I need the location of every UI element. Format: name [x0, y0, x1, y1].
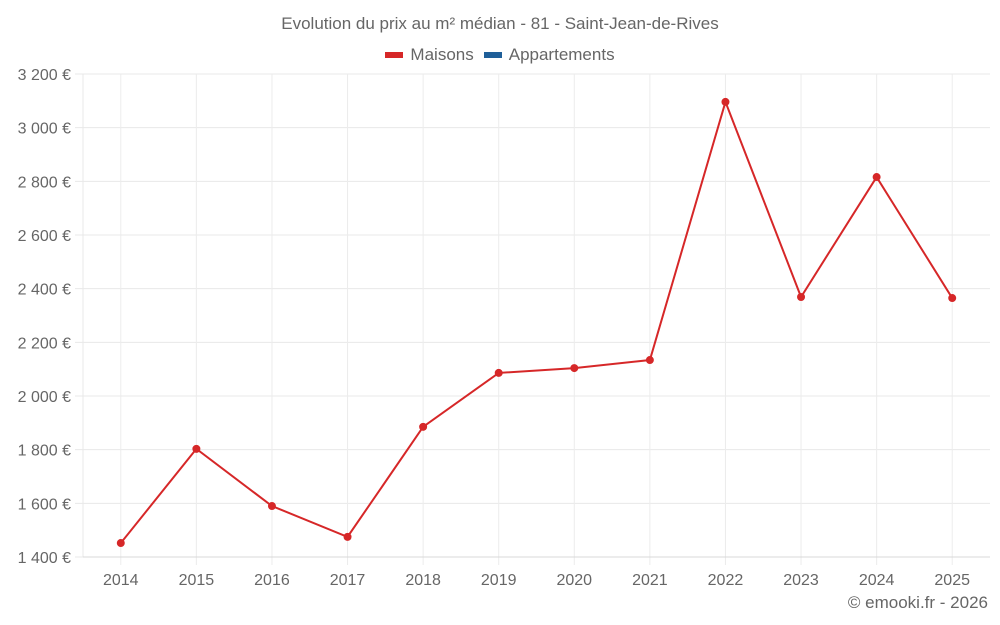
data-point[interactable]	[570, 364, 579, 373]
x-tick-label: 2016	[254, 572, 290, 589]
legend: Maisons Appartements	[0, 45, 1000, 65]
data-point[interactable]	[948, 294, 957, 303]
data-point[interactable]	[343, 532, 352, 541]
y-tick-label: 2 200 €	[18, 335, 71, 352]
x-tick-label: 2020	[556, 572, 592, 589]
data-point[interactable]	[267, 502, 276, 511]
y-tick-label: 3 200 €	[18, 67, 71, 84]
legend-swatch-maisons	[385, 52, 404, 58]
data-point[interactable]	[192, 444, 201, 453]
data-point[interactable]	[116, 539, 125, 548]
data-point[interactable]	[419, 422, 428, 431]
data-point[interactable]	[721, 97, 730, 106]
data-point[interactable]	[797, 292, 806, 301]
chart-title: Evolution du prix au m² médian - 81 - Sa…	[281, 14, 719, 33]
copyright-credit: © emooki.fr - 2026	[847, 593, 988, 612]
data-point[interactable]	[645, 356, 654, 365]
x-tick-label: 2021	[632, 572, 668, 589]
data-point[interactable]	[872, 173, 881, 182]
y-tick-label: 3 000 €	[18, 121, 71, 138]
y-tick-label: 2 000 €	[18, 389, 71, 406]
legend-item-appartements[interactable]: Appartements	[483, 45, 615, 65]
x-tick-label: 2024	[859, 572, 895, 589]
y-tick-label: 2 400 €	[18, 282, 71, 299]
y-tick-label: 2 600 €	[18, 228, 71, 245]
legend-swatch-appartements	[483, 52, 502, 58]
legend-label-maisons: Maisons	[410, 45, 474, 64]
data-point[interactable]	[494, 368, 503, 377]
y-tick-label: 1 600 €	[18, 496, 71, 513]
legend-label-appartements: Appartements	[508, 45, 615, 64]
x-tick-label: 2014	[103, 572, 139, 589]
y-tick-label: 2 800 €	[18, 174, 71, 191]
legend-item-maisons[interactable]: Maisons	[385, 45, 474, 65]
x-tick-label: 2025	[934, 572, 970, 589]
series-line-maisons	[120, 98, 954, 544]
x-tick-label: 2018	[405, 572, 441, 589]
x-tick-label: 2019	[481, 572, 517, 589]
x-tick-label: 2022	[708, 572, 744, 589]
y-tick-label: 1 800 €	[18, 443, 71, 460]
x-tick-label: 2015	[179, 572, 215, 589]
x-tick-label: 2017	[330, 572, 366, 589]
x-tick-label: 2023	[783, 572, 819, 589]
y-tick-label: 1 400 €	[18, 550, 71, 567]
